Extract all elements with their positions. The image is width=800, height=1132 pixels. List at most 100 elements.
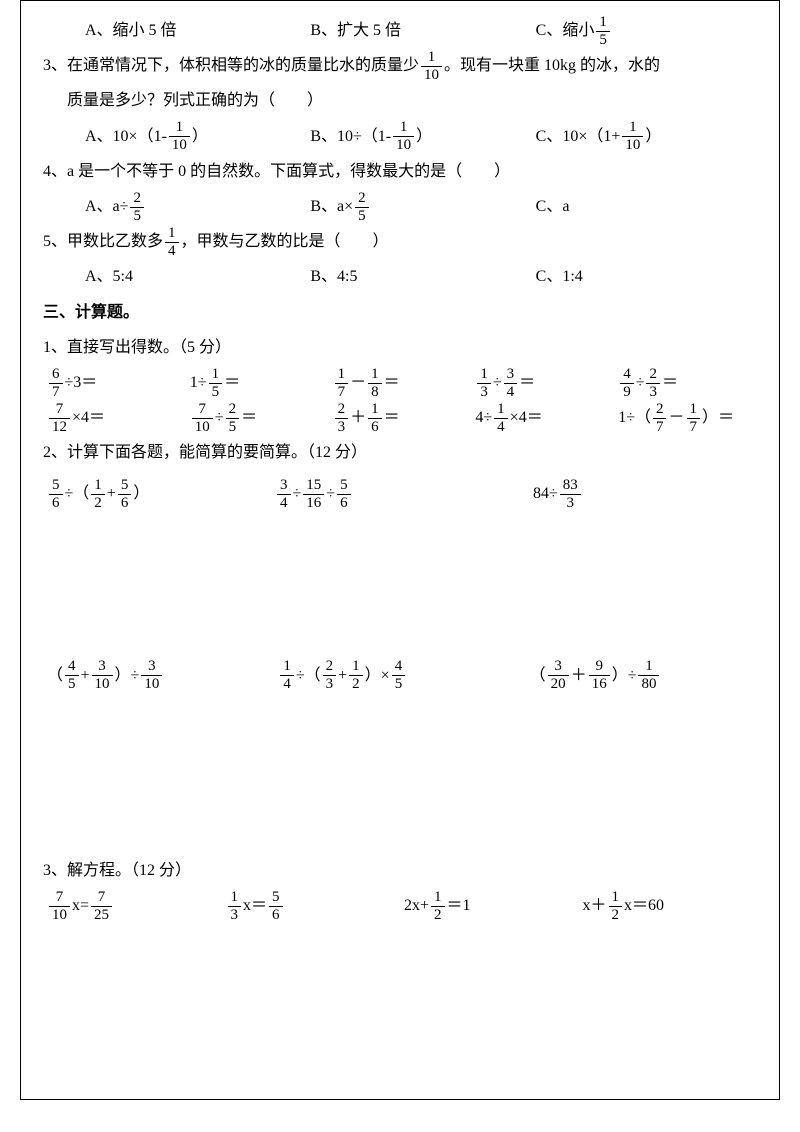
text: x= [72, 897, 89, 914]
q4-opt-b: B、a×25 [310, 189, 535, 224]
fraction: 45 [65, 659, 79, 692]
text: ＋ [350, 409, 366, 426]
text: A、10×（1- [85, 128, 167, 145]
fraction: 13 [228, 890, 242, 923]
text: ） [192, 128, 208, 145]
fraction: 25 [130, 191, 144, 224]
fraction: 17 [335, 367, 349, 400]
fraction: 16 [368, 402, 382, 435]
q5-options: A、5:4 B、4:5 C、1:4 [39, 259, 761, 294]
text: B、10÷（1- [310, 128, 391, 145]
fraction: 12 [431, 890, 445, 923]
fraction: 15 [596, 15, 610, 48]
expr: 710x=725 [47, 888, 226, 923]
text: ） [645, 128, 661, 145]
text: ÷ [293, 485, 302, 502]
fraction: 25 [226, 402, 240, 435]
q4-options: A、a÷25 B、a×25 C、a [39, 189, 761, 224]
fraction: 23 [335, 402, 349, 435]
fraction: 14 [165, 226, 179, 259]
fraction: 56 [118, 478, 132, 511]
q3-opt-a: A、10×（1-110） [85, 119, 310, 154]
text: ＝ [224, 374, 240, 391]
q5-line: 5、甲数比乙数多14，甲数与乙数的比是（ ） [39, 224, 761, 259]
expr: 23＋16＝ [333, 400, 476, 435]
text: 5、甲数比乙数多 [43, 233, 163, 250]
expr: 13÷34＝ [475, 365, 618, 400]
expr: 14÷（23+12）×45 [278, 658, 509, 693]
fraction: 710 [192, 402, 213, 435]
fraction: 15 [209, 367, 223, 400]
fraction: 27 [653, 402, 667, 435]
text: （ [530, 667, 546, 684]
text: 1÷ [190, 374, 207, 391]
text: ÷3＝ [65, 374, 98, 391]
fraction: 12 [91, 478, 105, 511]
text: C、1:4 [536, 268, 583, 285]
fraction: 710 [49, 890, 70, 923]
text: C、缩小 [536, 22, 595, 39]
expr: 1÷（27－17）＝ [618, 400, 761, 435]
text: + [107, 485, 116, 502]
expr: 710÷25＝ [190, 400, 333, 435]
q3-opt-c: C、10×（1+110） [536, 119, 761, 154]
text: ÷ [215, 409, 224, 426]
expr: 34÷1516÷56 [275, 476, 503, 511]
text: ÷ [636, 374, 645, 391]
text: A、5:4 [85, 268, 133, 285]
expr: 84÷833 [503, 476, 761, 511]
fraction: 110 [169, 120, 190, 153]
fraction: 12 [609, 890, 623, 923]
text: ）× [365, 667, 390, 684]
expr: 2x+12＝1 [404, 888, 583, 923]
text: ，甲数与乙数的比是（ ） [181, 233, 389, 250]
text: A、缩小 5 倍 [85, 22, 177, 39]
fraction: 23 [646, 367, 660, 400]
expr: 67÷3＝ [47, 365, 190, 400]
fraction: 310 [141, 659, 162, 692]
section3-title: 三、计算题。 [39, 295, 761, 330]
exam-page: A、缩小 5 倍 B、扩大 5 倍 C、缩小15 3、在通常情况下，体积相等的冰… [20, 0, 780, 1100]
text: B、a× [310, 198, 353, 215]
p2-row2: （45+310）÷310 14÷（23+12）×45 （320＋916）÷180 [39, 658, 761, 693]
fraction: 110 [393, 120, 414, 153]
text: 三、计算题。 [43, 304, 139, 321]
fraction: 14 [494, 402, 508, 435]
q5-opt-c: C、1:4 [536, 259, 761, 294]
text: C、a [536, 198, 570, 215]
fraction: 310 [92, 659, 113, 692]
fraction: 45 [392, 659, 406, 692]
p2-title: 2、计算下面各题，能简算的要简算。（12 分） [39, 435, 761, 470]
q3-line2: 质量是多少？列式正确的为（ ） [39, 83, 761, 118]
fraction: 25 [355, 191, 369, 224]
text: + [81, 667, 90, 684]
p1-row2: 712×4＝ 710÷25＝ 23＋16＝ 4÷14×4＝ 1÷（27－17）＝ [39, 400, 761, 435]
expr: x＋12x＝60 [583, 888, 762, 923]
text: B、4:5 [310, 268, 357, 285]
text: ）÷ [115, 667, 140, 684]
fraction: 14 [280, 659, 294, 692]
text: （ [47, 667, 63, 684]
workspace-gap [39, 512, 761, 652]
q4-line: 4、a 是一个不等于 0 的自然数。下面算式，得数最大的是（ ） [39, 154, 761, 189]
text: － [668, 409, 684, 426]
text: ÷ [326, 485, 335, 502]
q4-opt-a: A、a÷25 [85, 189, 310, 224]
p1-row1: 67÷3＝ 1÷15＝ 17－18＝ 13÷34＝ 49÷23＝ [39, 365, 761, 400]
q3-opt-b: B、10÷（1-110） [310, 119, 535, 154]
fraction: 34 [504, 367, 518, 400]
text: C、10×（1+ [536, 128, 621, 145]
text: ＝ [519, 374, 535, 391]
fraction: 56 [49, 478, 63, 511]
fraction: 67 [49, 367, 63, 400]
p3-title: 3、解方程。（12 分） [39, 853, 761, 888]
text: 1、直接写出得数。（5 分） [43, 339, 231, 356]
text: 4÷ [475, 409, 492, 426]
text: ÷（ [65, 485, 90, 502]
fraction: 56 [269, 890, 283, 923]
fraction: 110 [421, 50, 442, 83]
q4-opt-c: C、a [536, 189, 761, 224]
fraction: 833 [560, 478, 581, 511]
p1-title: 1、直接写出得数。（5 分） [39, 330, 761, 365]
fraction: 320 [548, 659, 569, 692]
